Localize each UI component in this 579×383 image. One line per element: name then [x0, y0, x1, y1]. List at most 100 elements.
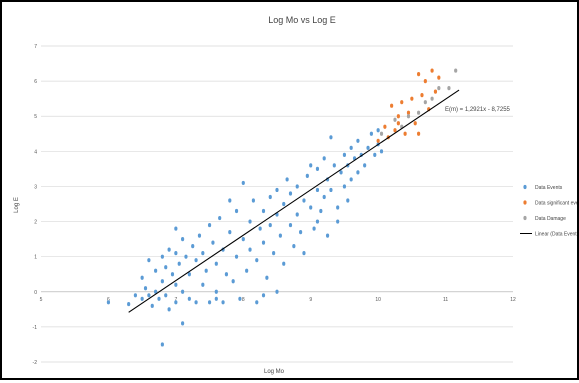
data-point: [194, 258, 198, 263]
legend-label: Data significant event: [535, 201, 577, 207]
y-axis-label: Log E: [14, 197, 20, 213]
data-point: [238, 296, 242, 301]
data-point: [140, 296, 144, 301]
data-point: [299, 229, 303, 235]
data-point: [379, 149, 384, 154]
data-point: [261, 293, 266, 298]
data-point: [201, 251, 205, 256]
y-tick-label: 5: [34, 114, 37, 120]
x-axis-label: Log Mo: [264, 369, 285, 375]
data-point: [214, 289, 218, 294]
data-point: [437, 86, 441, 91]
data-point: [349, 145, 353, 150]
data-point: [393, 117, 397, 122]
data-point: [325, 233, 330, 238]
data-point: [315, 187, 320, 193]
data-point: [268, 194, 272, 200]
data-point: [167, 307, 171, 312]
data-point: [268, 222, 272, 228]
trendline: [128, 89, 460, 313]
data-point: [258, 226, 262, 231]
data-point: [154, 289, 158, 294]
y-tick-label: 7: [34, 44, 37, 50]
data-point: [309, 163, 313, 168]
data-point: [255, 258, 259, 263]
data-point: [184, 254, 188, 259]
y-tick-label: 4: [34, 149, 37, 155]
data-point: [336, 205, 340, 210]
gridlines: [41, 45, 513, 363]
data-point: [413, 121, 417, 126]
data-point: [245, 268, 249, 273]
data-point: [261, 240, 266, 245]
y-tick-label: 3: [34, 184, 37, 190]
data-point: [164, 265, 168, 270]
x-tick-label: 10: [375, 297, 381, 303]
data-point: [329, 187, 333, 193]
data-point: [170, 272, 175, 277]
data-point: [261, 208, 266, 214]
data-point: [221, 300, 225, 305]
data-point: [174, 226, 178, 231]
data-point: [160, 342, 164, 347]
data-point: [332, 163, 336, 168]
data-point: [336, 219, 340, 224]
data-points: [106, 68, 458, 347]
data-point: [167, 247, 171, 252]
data-point: [315, 166, 320, 171]
trendline-line: [128, 89, 460, 313]
data-point: [275, 187, 279, 193]
data-point: [376, 128, 380, 133]
data-point: [319, 208, 323, 214]
data-point: [315, 219, 320, 224]
x-tick-label: 5: [40, 297, 43, 303]
data-point: [181, 321, 185, 326]
data-point: [420, 93, 424, 98]
data-point: [406, 110, 411, 115]
legend: Data Events Data significant event Data Da…: [520, 184, 579, 238]
data-point: [356, 138, 360, 143]
data-point: [305, 173, 309, 179]
data-point: [430, 68, 434, 73]
data-point: [224, 272, 229, 277]
data-point: [160, 254, 164, 259]
data-point: [160, 279, 164, 284]
data-point: [410, 96, 414, 101]
data-point: [282, 261, 286, 266]
data-point: [417, 110, 421, 115]
data-point: [322, 194, 326, 200]
data-point: [302, 198, 306, 203]
data-point: [187, 272, 191, 277]
data-point: [285, 177, 289, 182]
data-point: [140, 275, 144, 280]
data-point: [194, 300, 198, 305]
data-point: [265, 275, 269, 280]
data-point: [157, 296, 161, 301]
data-point: [396, 121, 400, 126]
data-point: [430, 96, 434, 101]
data-point: [393, 128, 397, 133]
data-point: [339, 170, 343, 175]
x-tick-label: 9: [309, 297, 312, 303]
data-point: [383, 124, 387, 129]
data-point: [154, 268, 158, 273]
data-point: [292, 244, 296, 249]
x-tick-label: 11: [443, 297, 448, 303]
data-point: [191, 244, 195, 249]
data-point: [309, 205, 313, 210]
data-point: [248, 247, 252, 252]
data-point: [228, 229, 232, 235]
data-point: [295, 212, 299, 217]
data-point: [214, 296, 218, 301]
legend-label: Data Events: [535, 185, 563, 191]
data-point: [356, 170, 360, 175]
data-point: [207, 300, 212, 305]
data-point: [369, 131, 373, 136]
data-point: [133, 293, 137, 298]
data-point: [106, 300, 111, 305]
data-point: [187, 296, 191, 301]
data-point: [376, 138, 380, 143]
data-point: [349, 177, 353, 182]
data-point: [147, 293, 151, 298]
